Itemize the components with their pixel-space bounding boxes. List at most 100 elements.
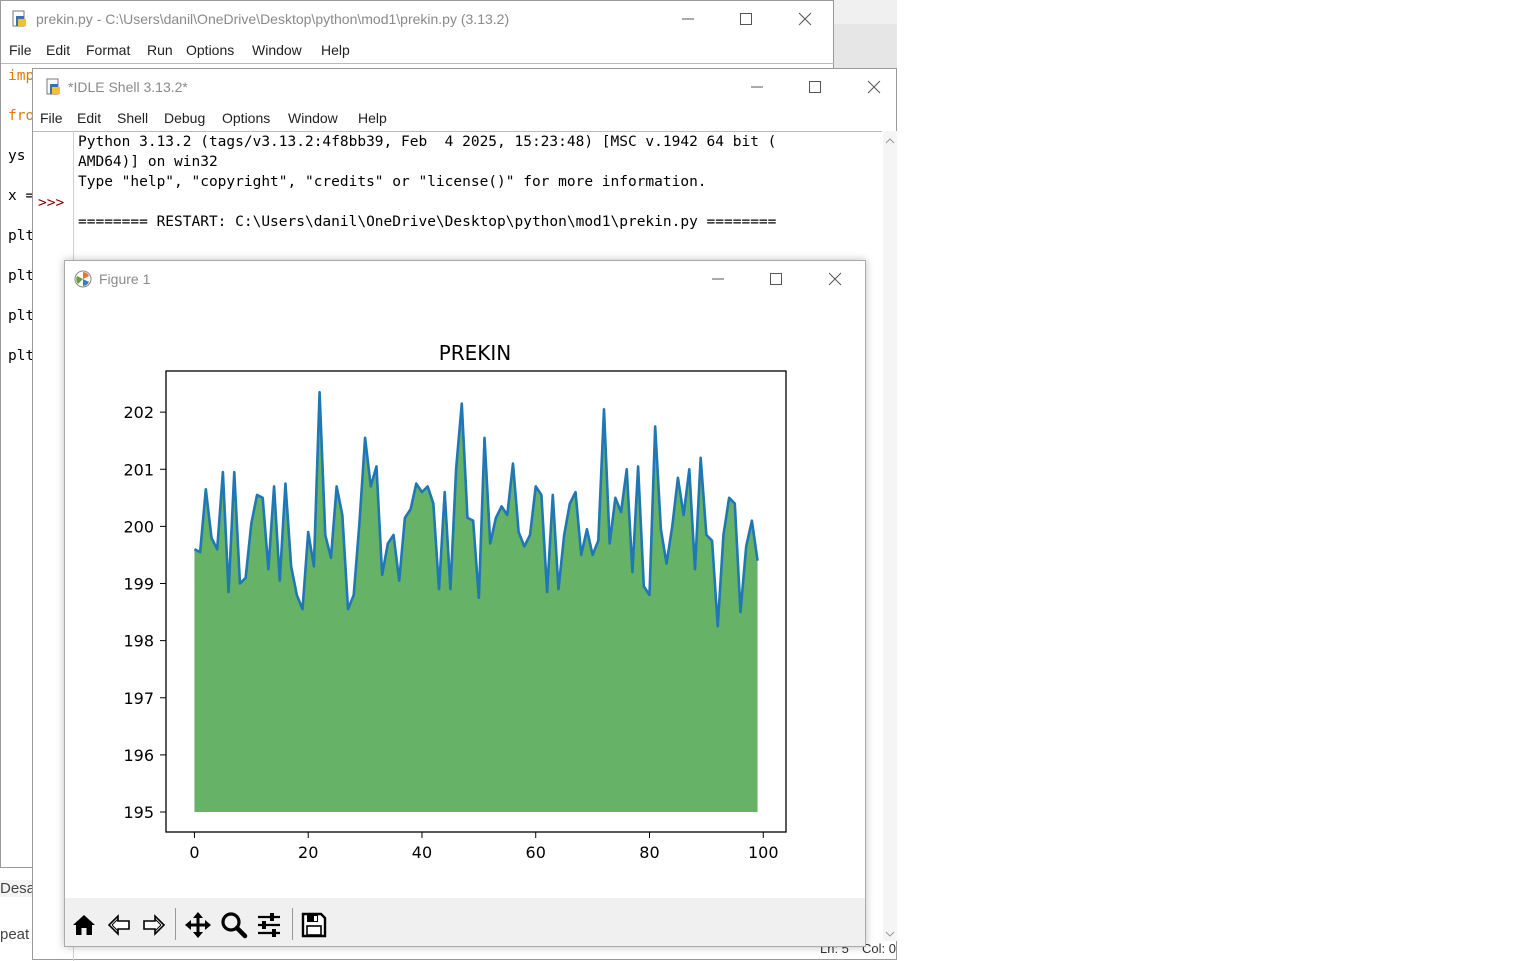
- x-tick-label: 40: [412, 843, 432, 862]
- maximize-icon: [770, 273, 782, 285]
- configure-subplots-icon: [258, 913, 280, 937]
- maximize-button[interactable]: [723, 1, 769, 37]
- python-file-icon: [46, 78, 60, 95]
- menu-edit[interactable]: Edit: [46, 42, 71, 58]
- shell-restart-line: ======== RESTART: C:\Users\danil\OneDriv…: [78, 214, 777, 230]
- minimize-icon: [751, 86, 763, 88]
- y-tick-label: 196: [123, 746, 154, 765]
- close-button[interactable]: [812, 261, 858, 297]
- menu-debug[interactable]: Debug: [164, 110, 206, 126]
- editor-menubar: File Edit Format Run Options Window Help: [1, 39, 833, 63]
- shell-prompt: >>>: [38, 195, 65, 211]
- area-fill: [194, 392, 758, 813]
- shell-scrollbar[interactable]: [883, 131, 897, 941]
- y-tick-label: 197: [123, 689, 154, 708]
- menu-options[interactable]: Options: [186, 42, 235, 58]
- shell-title: *IDLE Shell 3.13.2*: [68, 79, 188, 95]
- figure-titlebar[interactable]: Figure 1: [65, 261, 865, 297]
- save-button[interactable]: [299, 910, 329, 940]
- close-icon: [798, 12, 812, 26]
- pan-button[interactable]: [183, 910, 213, 940]
- y-tick-label: 200: [123, 517, 154, 536]
- menu-help[interactable]: Help: [358, 110, 387, 126]
- close-button[interactable]: [851, 69, 897, 105]
- status-col: Col: 0: [862, 941, 896, 956]
- plot-frame: [165, 370, 787, 833]
- x-tick-label: 0: [189, 843, 199, 862]
- minimize-icon: [712, 278, 724, 280]
- maximize-button[interactable]: [792, 69, 838, 105]
- y-tick-label: 195: [123, 803, 154, 822]
- menu-options[interactable]: Options: [222, 110, 271, 126]
- back-icon: [107, 914, 130, 936]
- minimize-button[interactable]: [734, 69, 780, 105]
- code-line: plt: [8, 228, 35, 244]
- python-file-icon: [12, 10, 26, 27]
- zoom-icon: [221, 912, 248, 939]
- code-line: x =: [8, 188, 35, 204]
- menu-window[interactable]: Window: [252, 42, 302, 58]
- shell-output-line: AMD64)] on win32: [78, 154, 218, 170]
- configure-subplots-button[interactable]: [254, 910, 284, 940]
- code-line: ys: [8, 148, 26, 164]
- background-snippet-1: Desa: [0, 880, 33, 897]
- editor-title: prekin.py - C:\Users\danil\OneDrive\Desk…: [36, 11, 510, 27]
- x-tick-label: 80: [639, 843, 659, 862]
- code-line: imp: [8, 68, 35, 84]
- home-button[interactable]: [69, 910, 99, 940]
- scroll-up-icon[interactable]: [883, 134, 897, 148]
- forward-button[interactable]: [139, 910, 169, 940]
- maximize-icon: [740, 13, 752, 25]
- toolbar-separator: [292, 908, 293, 940]
- menu-format[interactable]: Format: [86, 42, 131, 58]
- editor-text-area[interactable]: imp fro ys x = plt plt plt plt: [1, 63, 834, 869]
- figure-window: Figure 1 PREKIN 0 20 40 60 80 100 195 196 197 198…: [64, 260, 866, 947]
- background-snippet-2: peat: [0, 926, 30, 943]
- shell-text-area[interactable]: Python 3.13.2 (tags/v3.13.2:4f8bb39, Feb…: [74, 131, 882, 961]
- zoom-button[interactable]: [219, 910, 249, 940]
- code-line: plt: [8, 348, 35, 364]
- editor-titlebar[interactable]: prekin.py - C:\Users\danil\OneDrive\Desk…: [1, 1, 833, 37]
- figure-toolbar: [65, 898, 865, 946]
- y-tick-label: 199: [123, 575, 154, 594]
- x-tick-label: 60: [526, 843, 546, 862]
- minimize-button[interactable]: [665, 1, 711, 37]
- y-tick-label: 198: [123, 632, 154, 651]
- scroll-down-icon[interactable]: [883, 927, 897, 941]
- close-button[interactable]: [782, 1, 828, 37]
- data-line: [193, 390, 759, 628]
- chart-title: PREKIN: [439, 341, 512, 365]
- figure-title: Figure 1: [99, 271, 151, 287]
- toolbar-separator: [175, 908, 176, 940]
- minimize-button[interactable]: [695, 261, 741, 297]
- y-tick-label: 202: [123, 403, 154, 422]
- maximize-button[interactable]: [753, 261, 799, 297]
- code-line: plt: [8, 268, 35, 284]
- matplotlib-icon: [74, 270, 92, 288]
- save-icon: [301, 912, 327, 938]
- menu-file[interactable]: File: [9, 42, 32, 58]
- background-tab: [833, 24, 897, 68]
- x-tick-label: 100: [748, 843, 779, 862]
- x-tick-label: 20: [298, 843, 318, 862]
- back-button[interactable]: [104, 910, 134, 940]
- menu-window[interactable]: Window: [288, 110, 338, 126]
- home-icon: [73, 915, 95, 935]
- code-line: fro: [8, 108, 35, 124]
- pan-icon: [185, 912, 211, 938]
- menu-file[interactable]: File: [40, 110, 63, 126]
- menu-help[interactable]: Help: [321, 42, 350, 58]
- forward-icon: [143, 914, 166, 936]
- shell-titlebar[interactable]: *IDLE Shell 3.13.2*: [33, 69, 896, 105]
- close-icon: [828, 272, 842, 286]
- shell-output-line: Python 3.13.2 (tags/v3.13.2:4f8bb39, Feb…: [78, 134, 777, 150]
- code-line: plt: [8, 308, 35, 324]
- menu-edit[interactable]: Edit: [77, 110, 102, 126]
- maximize-icon: [809, 81, 821, 93]
- minimize-icon: [682, 18, 694, 20]
- menu-run[interactable]: Run: [147, 42, 173, 58]
- y-tick-label: 201: [123, 460, 154, 479]
- chart: PREKIN 0 20 40 60 80 100 195 196 197 198 199 200 201…: [123, 341, 787, 862]
- shell-menubar: File Edit Shell Debug Options Window Hel…: [33, 107, 896, 131]
- menu-shell[interactable]: Shell: [117, 110, 149, 126]
